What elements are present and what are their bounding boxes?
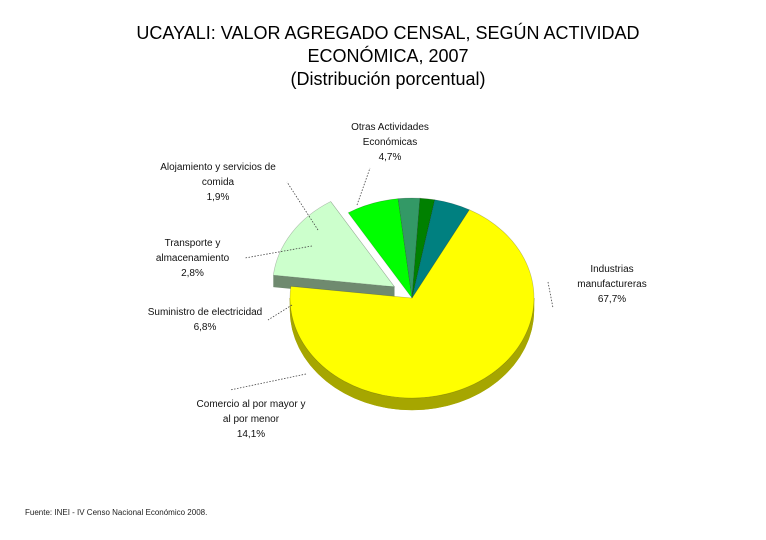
source-note: Fuente: INEI - IV Censo Nacional Económi… (25, 508, 208, 517)
pie-slice-industrias (289, 209, 535, 399)
leader-line-industrias (547, 281, 554, 309)
label-electricidad: Suministro de electricidad 6,8% (147, 307, 263, 333)
leader-line-transporte (244, 245, 313, 259)
label-comercio: Comercio al por mayor y al por menor 14,… (196, 399, 306, 440)
chart-title-line-3: (Distribución porcentual) (290, 69, 486, 89)
leader-line-otras (356, 167, 371, 206)
leader-line-electricidad (267, 304, 293, 321)
chart-title-line-1: UCAYALI: VALOR AGREGADO CENSAL, SEGÚN AC… (136, 23, 640, 43)
leader-line-comercio (229, 373, 307, 391)
leader-line-alojamiento (286, 181, 319, 231)
pie-slice-transporte (397, 197, 421, 299)
chart-title: UCAYALI: VALOR AGREGADO CENSAL, SEGÚN AC… (0, 22, 766, 91)
label-alojamiento: Alojamiento y servicios de comida 1,9% (160, 162, 276, 203)
pie-slice-comercio (272, 201, 396, 288)
label-transporte: Transporte y almacenamiento 2,8% (155, 238, 230, 279)
pie-slice-otras (411, 199, 470, 299)
label-otras: Otras Actividades Económicas 4,7% (351, 122, 429, 163)
pie-slice-alojamiento (411, 197, 436, 299)
label-industrias: Industrias manufactureras 67,7% (577, 264, 647, 305)
pie-slice-electricidad (347, 198, 413, 299)
pie-slice-wall-comercio (273, 275, 395, 299)
chart-title-line-2: ECONÓMICA, 2007 (307, 46, 469, 66)
